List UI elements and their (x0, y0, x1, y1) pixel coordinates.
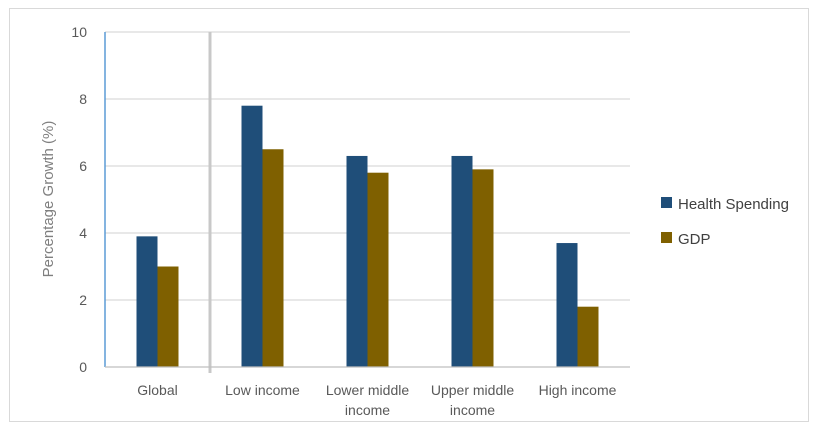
y-axis-title: Percentage Growth (%) (40, 121, 57, 278)
legend-swatch-1 (661, 232, 672, 243)
bar-gdp-2 (367, 172, 389, 367)
x-tick-label: income (345, 402, 390, 418)
bar-health-spending-1 (241, 105, 263, 367)
bar-health-spending-3 (451, 155, 473, 367)
y-tick-label: 6 (79, 158, 87, 174)
bar-health-spending-2 (346, 155, 368, 367)
x-tick-label: High income (539, 382, 617, 398)
axes (104, 32, 630, 373)
y-tick-label: 10 (71, 24, 87, 40)
bar-health-spending-4 (556, 243, 578, 367)
x-tick-label: Lower middle (326, 382, 409, 398)
y-tick-label: 4 (79, 225, 87, 241)
x-tick-label: Global (137, 382, 177, 398)
legend-label-0: Health Spending (678, 196, 789, 213)
legend-label-1: GDP (678, 231, 711, 248)
bar-gdp-1 (262, 149, 284, 367)
bar-gdp-0 (157, 266, 179, 367)
bar-health-spending-0 (136, 236, 158, 367)
legend: Health Spending GDP (661, 196, 789, 248)
bars (136, 105, 599, 367)
y-tick-label: 8 (79, 91, 87, 107)
labels: 0 2 4 6 8 10 Global Low income Lower middle incom… (40, 24, 617, 418)
y-tick-label: 0 (79, 359, 87, 375)
bar-gdp-4 (577, 306, 599, 367)
x-tick-label: Low income (225, 382, 300, 398)
y-tick-label: 2 (79, 292, 87, 308)
x-tick-label: Upper middle (431, 382, 514, 398)
bar-gdp-3 (472, 169, 494, 367)
x-tick-label: income (450, 402, 495, 418)
legend-swatch-0 (661, 197, 672, 208)
